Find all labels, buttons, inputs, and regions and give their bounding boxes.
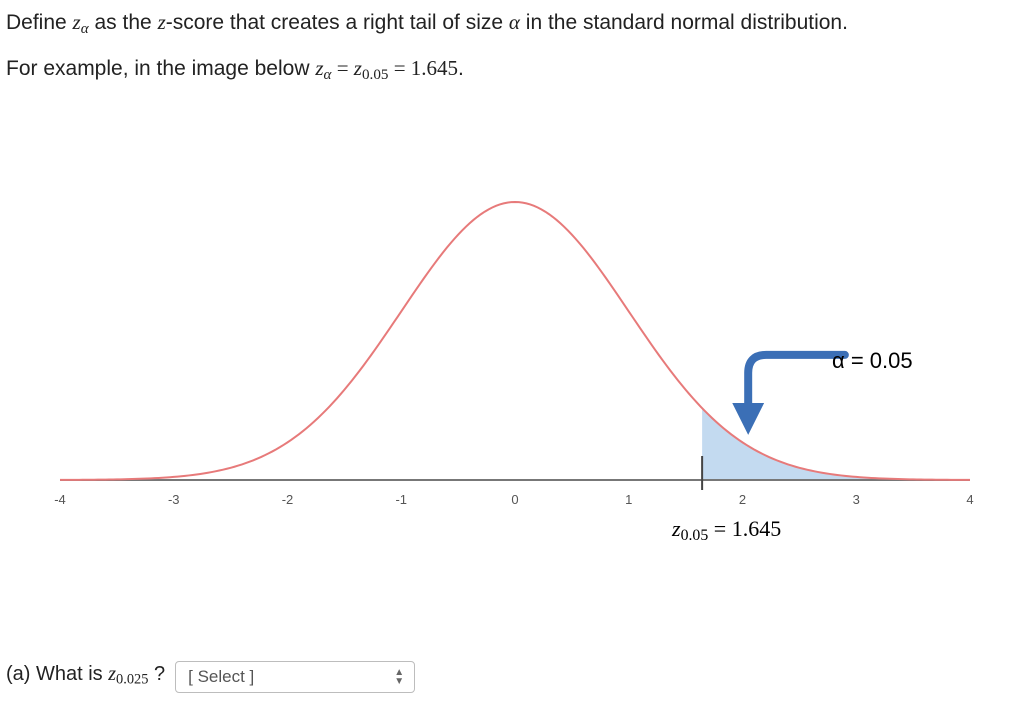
tick-label: -4: [54, 492, 66, 507]
ex-eq1: =: [331, 56, 353, 80]
shaded-tail: [702, 408, 970, 480]
tick-label: 0: [511, 492, 518, 507]
question-a: (a) What is z0.025 ? [ Select ] ▲ ▼: [6, 660, 415, 694]
tick-label: -1: [395, 492, 407, 507]
answer-select[interactable]: [ Select ] ▲ ▼: [175, 661, 415, 693]
intro-zscore: z: [158, 10, 166, 34]
select-placeholder: [ Select ]: [188, 663, 254, 691]
normal-distribution-chart: -4-3-2-101234 α = 0.05 z0.05 = 1.645: [40, 170, 990, 540]
alpha-label: α = 0.05: [832, 348, 913, 374]
ex-eq2: =: [388, 56, 410, 80]
ex-a: For example, in the image below: [6, 57, 315, 80]
q-z: z: [108, 663, 116, 685]
page-root: Define zα as the z-score that creates a …: [0, 0, 1024, 718]
ex-val: 1.645: [411, 56, 458, 80]
tick-label: 4: [966, 492, 973, 507]
tick-label: 1: [625, 492, 632, 507]
stepper-icon: ▲ ▼: [394, 668, 404, 686]
tick-label: 3: [853, 492, 860, 507]
ex-dot: .: [458, 57, 464, 80]
normal-curve: [60, 202, 970, 480]
q-a: (a) What is: [6, 663, 108, 685]
pointer-arrow: [748, 355, 845, 419]
ex-z1: z: [315, 56, 323, 80]
intro-alpha-sub: α: [81, 21, 89, 37]
ex-sub2: 0.05: [362, 67, 388, 83]
tick-label: -2: [282, 492, 294, 507]
chevron-down-icon: ▼: [394, 677, 404, 686]
z-label-eq: =: [708, 516, 731, 541]
example-text: For example, in the image below zα = z0.…: [6, 54, 464, 89]
z-label-z: z: [672, 516, 681, 541]
z-label-sub: 0.05: [681, 527, 709, 544]
intro-alpha: α: [509, 10, 520, 34]
intro-text: Define zα as the z-score that creates a …: [6, 8, 848, 43]
intro-c: -score that creates a right tail of size: [166, 11, 509, 34]
z-label-val: 1.645: [732, 516, 782, 541]
intro-a: Define: [6, 11, 73, 34]
q-q: ?: [148, 663, 165, 685]
tick-label: 2: [739, 492, 746, 507]
z-critical-label: z0.05 = 1.645: [672, 516, 781, 545]
intro-z: z: [73, 10, 81, 34]
tick-label: -3: [168, 492, 180, 507]
ex-z2: z: [354, 56, 362, 80]
q-sub: 0.025: [116, 672, 148, 688]
intro-b: as the: [89, 11, 158, 34]
question-text: (a) What is z0.025 ?: [6, 660, 165, 694]
intro-d: in the standard normal distribution.: [520, 11, 848, 34]
